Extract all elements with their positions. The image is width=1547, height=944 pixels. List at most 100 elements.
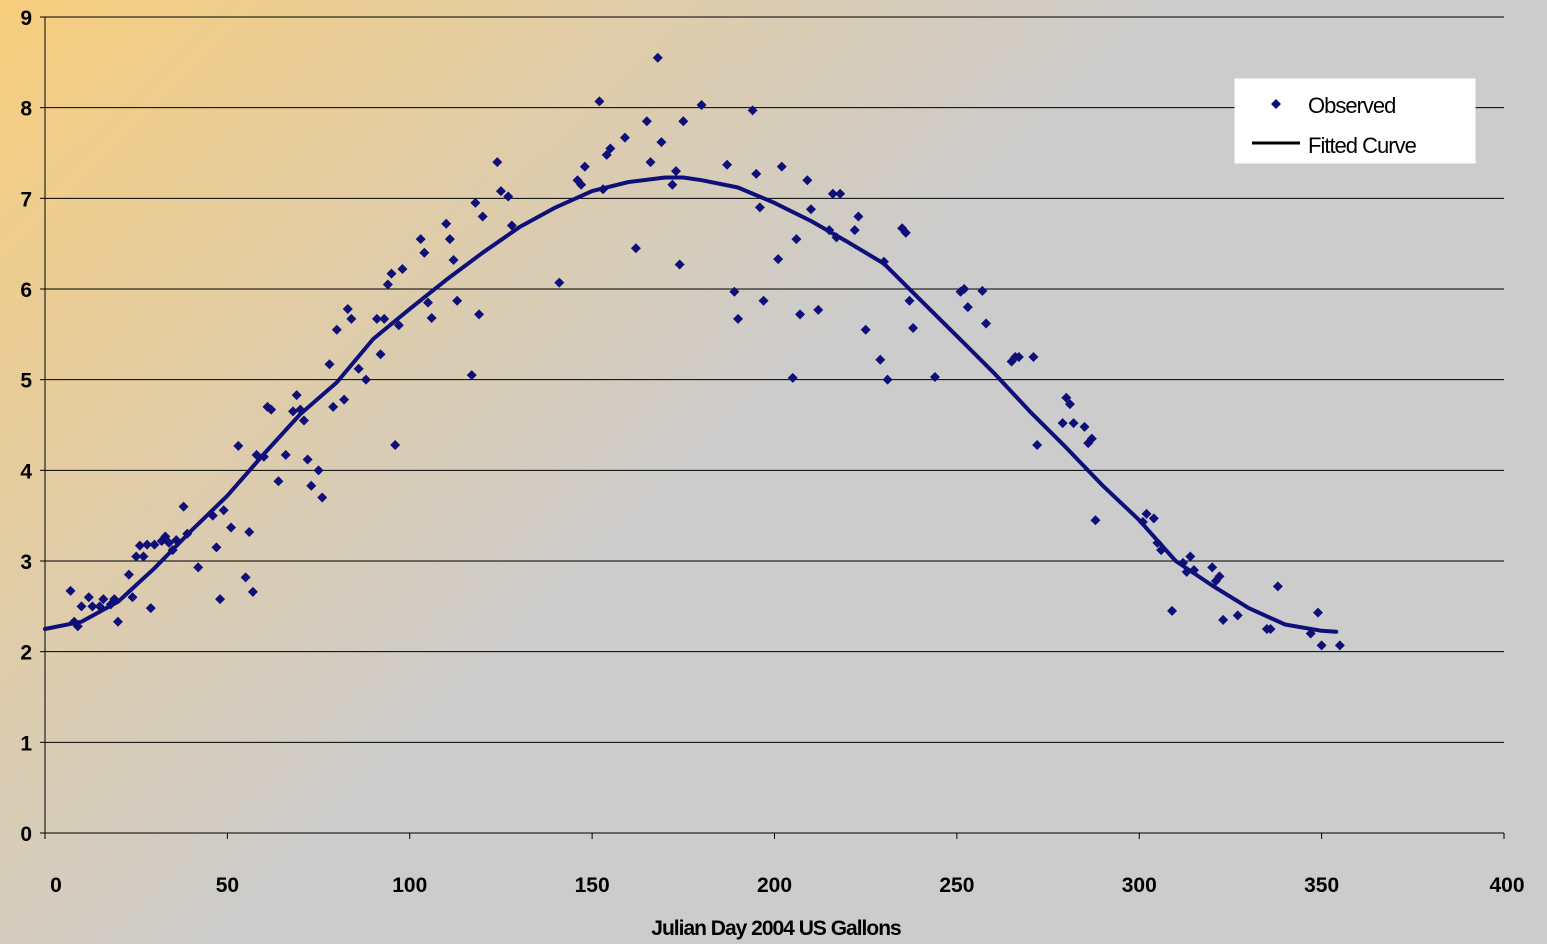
observed-point-120 — [849, 225, 860, 236]
observed-point-159 — [1207, 562, 1218, 573]
x-tick-label-350: 350 — [1304, 874, 1339, 897]
observed-point-10 — [112, 616, 123, 627]
observed-point-17 — [145, 603, 156, 614]
x-tick-labels: 0 50 100 150 200 250 300 350 400 — [50, 874, 1524, 897]
observed-point-49 — [317, 492, 328, 503]
observed-point-18 — [149, 539, 160, 550]
observed-point-61 — [382, 279, 393, 290]
observed-point-68 — [422, 297, 433, 308]
observed-point-30 — [218, 505, 229, 516]
observed-point-128 — [904, 295, 915, 306]
x-tick-label-250: 250 — [939, 874, 974, 897]
observed-point-157 — [1185, 551, 1196, 562]
observed-point-98 — [674, 259, 685, 270]
observed-point-26 — [193, 562, 204, 573]
observed-point-86 — [594, 96, 605, 107]
observed-point-7 — [98, 594, 109, 605]
observed-point-60 — [379, 313, 390, 324]
observed-points — [65, 52, 1345, 651]
x-tick-label-0: 0 — [50, 874, 62, 897]
observed-point-108 — [773, 254, 784, 265]
observed-point-129 — [908, 322, 919, 333]
x-tick-label-150: 150 — [575, 874, 610, 897]
gridlines — [45, 16, 1504, 743]
y-tick-label-1: 1 — [20, 732, 32, 755]
observed-point-148 — [1090, 515, 1101, 526]
fitted-curve-layer — [43, 175, 1339, 634]
observed-point-107 — [758, 295, 769, 306]
observed-point-99 — [678, 116, 689, 127]
y-tick-label-6: 6 — [20, 279, 32, 302]
observed-point-94 — [652, 52, 663, 63]
observed-point-4 — [83, 592, 94, 603]
y-tick-label-7: 7 — [20, 188, 32, 211]
observed-point-96 — [667, 179, 678, 190]
observed-point-119 — [835, 188, 846, 199]
x-axis-title: Julian Day 2004 US Gallons — [651, 917, 901, 940]
observed-point-81 — [506, 220, 517, 231]
observed-point-73 — [452, 295, 463, 306]
observed-point-69 — [426, 313, 437, 324]
observed-point-103 — [733, 313, 744, 324]
observed-point-165 — [1265, 624, 1276, 634]
observed-point-16 — [142, 539, 153, 550]
observed-point-109 — [776, 161, 787, 172]
y-tick-label-9: 9 — [20, 7, 32, 30]
observed-point-101 — [722, 159, 733, 170]
observed-point-80 — [503, 191, 514, 202]
observed-point-114 — [805, 204, 816, 215]
y-tick-label-8: 8 — [20, 98, 32, 121]
observed-point-28 — [211, 542, 222, 553]
observed-point-76 — [474, 309, 485, 320]
observed-point-35 — [247, 586, 258, 597]
observed-point-62 — [386, 268, 397, 279]
observed-point-75 — [470, 197, 481, 208]
observed-point-121 — [853, 211, 864, 222]
observed-point-50 — [324, 359, 335, 370]
observed-point-57 — [360, 374, 371, 385]
observed-point-162 — [1218, 614, 1229, 625]
observed-point-33 — [240, 572, 251, 583]
x-tick-label-50: 50 — [216, 874, 239, 897]
observed-point-111 — [791, 234, 802, 245]
observed-point-104 — [747, 105, 758, 116]
observed-point-163 — [1232, 610, 1243, 621]
observed-point-63 — [390, 439, 401, 450]
y-tick-label-5: 5 — [20, 370, 32, 393]
observed-point-117 — [827, 188, 838, 199]
legend-fitted-label: Fitted Curve — [1308, 133, 1417, 158]
observed-point-91 — [630, 243, 641, 254]
observed-point-13 — [131, 551, 142, 562]
observed-point-47 — [306, 480, 317, 491]
observed-point-52 — [331, 324, 342, 335]
observed-point-12 — [127, 592, 138, 603]
x-tick-label-200: 200 — [757, 874, 792, 897]
fitted-curve-line — [43, 175, 1339, 634]
observed-point-46 — [302, 454, 313, 465]
observed-point-134 — [977, 285, 988, 296]
observed-point-138 — [1013, 352, 1024, 362]
observed-point-150 — [1141, 508, 1152, 519]
observed-point-72 — [448, 254, 459, 265]
observed-point-105 — [751, 168, 762, 179]
observed-point-113 — [802, 175, 813, 186]
observed-point-92 — [641, 116, 652, 127]
legend: Observed Fitted Curve — [1234, 78, 1476, 164]
observed-point-161 — [1214, 571, 1225, 582]
observed-point-122 — [860, 324, 871, 335]
observed-point-115 — [813, 304, 824, 315]
observed-point-133 — [962, 302, 973, 313]
observed-point-43 — [291, 390, 302, 401]
observed-point-127 — [900, 227, 911, 238]
observed-point-170 — [1334, 640, 1345, 651]
observed-point-54 — [342, 303, 353, 314]
legend-box — [1234, 78, 1476, 164]
observed-point-34 — [244, 526, 255, 537]
y-tick-label-0: 0 — [20, 823, 32, 846]
observed-point-55 — [346, 313, 357, 324]
observed-point-106 — [754, 202, 765, 213]
observed-point-145 — [1079, 421, 1090, 432]
observed-point-79 — [495, 186, 506, 197]
observed-point-5 — [87, 601, 98, 612]
